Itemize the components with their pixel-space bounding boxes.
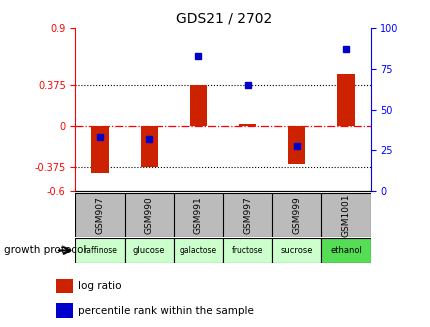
- Bar: [173, 238, 223, 263]
- Text: GSM907: GSM907: [95, 196, 104, 234]
- Bar: [288, 126, 305, 164]
- Bar: [272, 238, 321, 263]
- Text: GSM997: GSM997: [243, 196, 252, 234]
- Text: percentile rank within the sample: percentile rank within the sample: [78, 306, 253, 316]
- Text: GSM1001: GSM1001: [341, 193, 350, 237]
- Bar: [124, 238, 173, 263]
- Bar: [223, 238, 272, 263]
- Bar: [239, 124, 256, 126]
- Text: raffinose: raffinose: [83, 246, 117, 255]
- Text: GSM990: GSM990: [144, 196, 154, 234]
- Bar: [91, 126, 108, 173]
- Bar: [56, 279, 72, 294]
- Text: GDS21 / 2702: GDS21 / 2702: [175, 11, 272, 26]
- Text: fructose: fructose: [231, 246, 263, 255]
- Text: GSM991: GSM991: [194, 196, 203, 234]
- Bar: [56, 303, 72, 318]
- Text: galactose: galactose: [179, 246, 216, 255]
- Bar: [140, 126, 157, 167]
- Text: ethanol: ethanol: [329, 246, 361, 255]
- Bar: [337, 74, 354, 126]
- Bar: [75, 238, 124, 263]
- Text: log ratio: log ratio: [78, 281, 121, 291]
- Text: sucrose: sucrose: [280, 246, 312, 255]
- Text: GSM999: GSM999: [292, 196, 301, 234]
- Bar: [189, 85, 206, 126]
- Text: glucose: glucose: [133, 246, 165, 255]
- Text: growth protocol: growth protocol: [4, 246, 86, 255]
- Bar: [321, 238, 370, 263]
